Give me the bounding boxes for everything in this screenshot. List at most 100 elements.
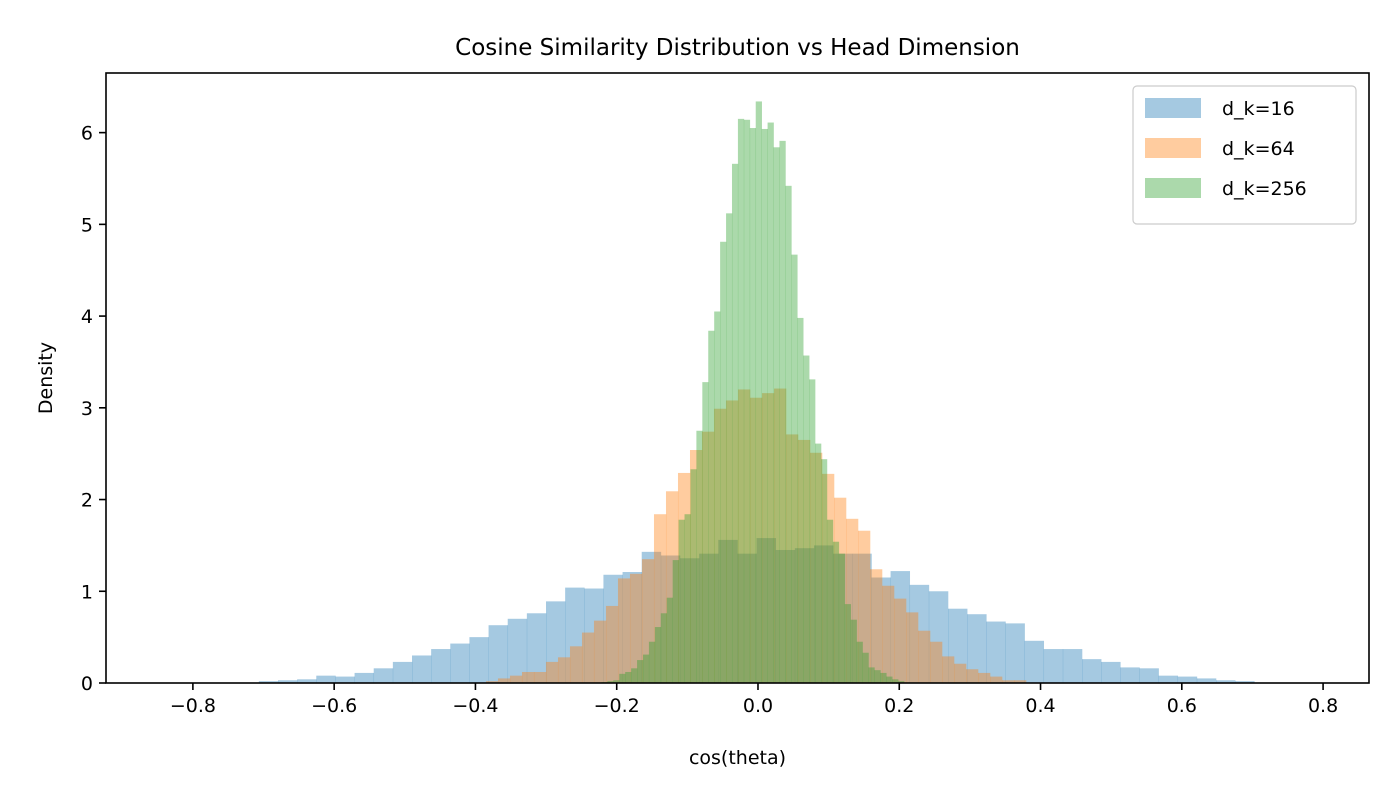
histogram-bar <box>680 558 700 683</box>
histogram-bar <box>714 311 721 683</box>
x-tick-label: 0.6 <box>1167 695 1197 717</box>
histogram-bar <box>890 571 911 683</box>
histogram-bar <box>509 675 523 683</box>
histogram-bar <box>546 601 566 683</box>
x-tick-label: 0.0 <box>743 695 773 717</box>
histogram-bar <box>755 101 762 683</box>
histogram-bar <box>660 555 681 683</box>
histogram-bar <box>593 620 607 683</box>
histogram-bar <box>677 472 691 683</box>
histogram-bar <box>773 388 787 683</box>
y-axis-ticks: 0 1 2 3 4 5 6 <box>81 123 106 695</box>
histogram-bar <box>526 613 547 683</box>
legend-label: d_k=256 <box>1222 178 1307 200</box>
histogram-bar <box>761 128 768 683</box>
histogram-bar <box>797 317 804 683</box>
histogram-bar <box>708 330 715 683</box>
histogram-bar <box>565 587 585 683</box>
histogram-bar <box>942 656 955 683</box>
series-d_k=16 <box>258 538 1255 683</box>
histogram-bar <box>954 663 967 683</box>
histogram-bar <box>845 518 859 683</box>
chart-title: Cosine Similarity Distribution vs Head D… <box>455 35 1020 61</box>
histogram-bar <box>918 630 931 683</box>
histogram-bar <box>882 585 895 683</box>
histogram-bar <box>773 147 780 683</box>
histogram-bar <box>874 670 881 683</box>
histogram-bar <box>726 213 733 683</box>
histogram-bar <box>613 680 620 683</box>
histogram-bar <box>966 669 979 683</box>
histogram-bar <box>569 646 583 683</box>
histogram-bar <box>856 641 863 683</box>
y-tick-label: 6 <box>81 123 93 145</box>
histogram-bar <box>909 584 930 683</box>
histogram-bar <box>678 519 685 683</box>
histogram-bar <box>521 671 535 683</box>
histogram-bar <box>690 469 697 683</box>
histogram-bar <box>833 497 847 683</box>
histogram-bar <box>1235 681 1255 683</box>
histogram-bar <box>497 678 511 683</box>
histogram-bar <box>894 598 907 683</box>
x-tick-label: −0.8 <box>170 695 216 717</box>
histogram-bar <box>862 652 869 683</box>
histogram-bar <box>701 431 715 683</box>
histogram-bar <box>886 676 893 683</box>
histogram-bar <box>1120 667 1140 683</box>
y-tick-label: 5 <box>81 214 93 236</box>
histogram-bar <box>488 625 509 683</box>
histogram-bar <box>1005 623 1025 683</box>
histogram-bar <box>1062 649 1083 683</box>
histogram-bar <box>469 637 489 683</box>
histogram-bar <box>637 660 644 683</box>
histogram-bar <box>858 530 871 683</box>
histogram-bar <box>838 553 846 683</box>
histogram-bar <box>1043 649 1064 683</box>
histogram-bar <box>672 560 679 683</box>
histogram-bar <box>702 382 709 683</box>
legend-swatch <box>1145 138 1201 158</box>
histogram-bar <box>737 118 745 683</box>
histogram-bar <box>665 491 679 683</box>
histogram-bar <box>986 621 1006 683</box>
histogram-bar <box>821 473 835 683</box>
histogram-bar <box>431 649 451 683</box>
histogram-bar <box>898 681 905 683</box>
histogram-bar <box>1215 680 1236 683</box>
legend-swatch <box>1145 178 1201 198</box>
histogram-bar <box>297 679 317 683</box>
histogram-bar <box>731 163 739 684</box>
histogram-bar <box>373 668 394 683</box>
legend-box <box>1132 85 1357 225</box>
histogram-bar <box>1139 668 1159 683</box>
x-tick-label: −0.2 <box>594 695 640 717</box>
histogram-bar <box>278 680 298 683</box>
histogram-bar <box>557 657 571 683</box>
x-tick-label: −0.6 <box>311 695 357 717</box>
legend-swatch <box>1145 98 1201 118</box>
histogram-bar <box>1158 675 1179 683</box>
histogram-bar <box>617 578 631 683</box>
histogram-bar <box>622 572 643 683</box>
histogram-bar <box>507 618 528 683</box>
histogram-bar <box>737 389 751 683</box>
histogram-bar <box>906 612 919 683</box>
histogram-bar <box>258 681 279 683</box>
x-axis-label: cos(theta) <box>689 747 786 769</box>
histogram-bar <box>605 605 619 683</box>
histogram-bar <box>666 597 673 683</box>
histogram-bar <box>684 514 691 683</box>
histogram-bar <box>815 443 822 683</box>
histogram-bar <box>1081 659 1102 683</box>
histogram-bar <box>1014 680 1027 683</box>
histogram-bar <box>654 627 662 683</box>
histogram-bar <box>696 430 703 683</box>
histogram-bar <box>642 654 650 683</box>
histogram-bar <box>794 548 815 683</box>
histogram-bar <box>629 573 643 683</box>
y-tick-label: 0 <box>81 673 93 695</box>
histogram-bar <box>641 559 655 683</box>
histogram-bar <box>713 408 727 683</box>
y-axis-label: Density <box>35 342 57 414</box>
